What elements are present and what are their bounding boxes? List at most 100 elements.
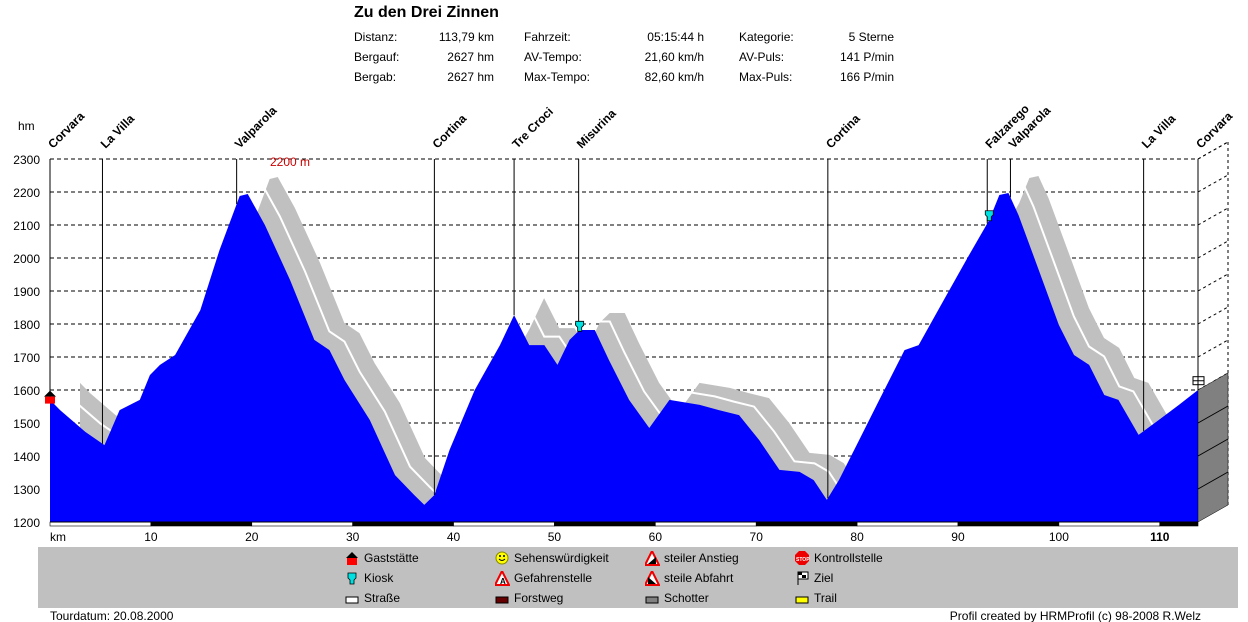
stat-label: Bergab: bbox=[354, 70, 397, 84]
x-tick-label: 40 bbox=[447, 530, 461, 544]
finish-flag-icon bbox=[1193, 376, 1204, 385]
side-face-grid-line bbox=[1197, 438, 1229, 457]
x-tick-label: 50 bbox=[548, 530, 562, 544]
legend-label: Kiosk bbox=[364, 571, 394, 585]
legend-label: Gaststätte bbox=[364, 551, 419, 565]
stat-label: Max-Puls: bbox=[739, 70, 793, 84]
stat-label: AV-Puls: bbox=[739, 50, 785, 64]
stat-value: 166 P/min bbox=[839, 70, 894, 84]
surface-segment bbox=[554, 521, 656, 527]
x-tick-label: 10 bbox=[144, 530, 158, 544]
waypoint-label: Corvara bbox=[1193, 109, 1235, 151]
stat-value: 21,60 km/h bbox=[644, 50, 704, 64]
waypoint-label: La Villa bbox=[1139, 111, 1179, 151]
stat-label: Bergauf: bbox=[354, 50, 400, 64]
surface-segment bbox=[1058, 521, 1161, 527]
waypoint-label: La Villa bbox=[98, 111, 138, 151]
x-tick-label: 80 bbox=[850, 530, 864, 544]
stat-label: AV-Tempo: bbox=[524, 50, 582, 64]
y-tick-label: 2300 bbox=[13, 153, 40, 167]
stat-value: 2627 hm bbox=[447, 50, 494, 64]
y-tick-label: 1700 bbox=[13, 351, 40, 365]
side-face-grid-line bbox=[1197, 471, 1229, 490]
legend-label: Kontrollstelle bbox=[814, 551, 883, 565]
y-tick-label: 2000 bbox=[13, 252, 40, 266]
stat-value: 5 Sterne bbox=[848, 30, 894, 44]
forest-road-icon bbox=[495, 596, 509, 604]
surface-segment bbox=[1159, 521, 1199, 527]
stat-label: Distanz: bbox=[354, 30, 398, 44]
house-icon bbox=[44, 390, 56, 397]
y-tick-label: 1800 bbox=[13, 318, 40, 332]
stat-label: Kategorie: bbox=[739, 30, 794, 44]
stat-label: Max-Tempo: bbox=[524, 70, 591, 84]
y-tick-label: 1600 bbox=[13, 384, 40, 398]
waypoint-label: Cortina bbox=[823, 111, 863, 151]
grid-depth-line bbox=[1197, 174, 1229, 193]
finish-flag-icon bbox=[797, 571, 809, 585]
waypoint-label: Corvara bbox=[45, 109, 87, 151]
steep-descent-icon bbox=[645, 571, 660, 586]
y-tick-label: 1500 bbox=[13, 417, 40, 431]
y-tick-label: 1300 bbox=[13, 483, 40, 497]
waypoint-label: Cortina bbox=[430, 111, 470, 151]
x-tick-label: 20 bbox=[245, 530, 259, 544]
surface-segment bbox=[755, 521, 858, 527]
stop-icon: STOP bbox=[795, 551, 810, 565]
grid-depth-line bbox=[1197, 273, 1229, 292]
stat-value: 05:15:44 h bbox=[647, 30, 704, 44]
legend-label: Forstweg bbox=[514, 591, 564, 605]
waypoint-label: Valparola bbox=[232, 103, 280, 151]
house-icon bbox=[45, 396, 55, 404]
x-tick-label: 110 bbox=[1150, 530, 1170, 544]
legend-label: Ziel bbox=[814, 571, 834, 585]
gravel-icon bbox=[645, 596, 659, 604]
stat-value: 82,60 km/h bbox=[644, 70, 704, 84]
x-tick-label: 60 bbox=[649, 530, 663, 544]
x-tick-label: 90 bbox=[951, 530, 965, 544]
y-tick-label: 1200 bbox=[13, 516, 40, 530]
kiosk-icon bbox=[575, 320, 585, 332]
grid-depth-line bbox=[1197, 207, 1229, 226]
svg-text:A: A bbox=[500, 577, 506, 586]
credit: Profil created by HRMProfil (c) 98-2008 … bbox=[949, 609, 1201, 622]
y-tick-label: 2200 bbox=[13, 186, 40, 200]
kiosk-icon bbox=[347, 572, 357, 585]
surface-segment bbox=[856, 521, 959, 527]
surface-segment bbox=[453, 521, 555, 527]
max-height-annotation: 2200 m bbox=[270, 155, 310, 169]
legend-label: Gefahrenstelle bbox=[514, 571, 593, 585]
surface-segment bbox=[352, 521, 454, 527]
road-icon bbox=[345, 596, 359, 604]
svg-text:STOP: STOP bbox=[796, 557, 810, 563]
y-tick-label: 2100 bbox=[13, 219, 40, 233]
stat-value: 141 P/min bbox=[839, 50, 894, 64]
surface-segment bbox=[655, 521, 757, 527]
y-tick-label: 1900 bbox=[13, 285, 40, 299]
y-tick-label: 1400 bbox=[13, 450, 40, 464]
x-axis-label: km bbox=[50, 530, 66, 544]
legend-label: Trail bbox=[814, 591, 837, 605]
side-face-grid-line bbox=[1197, 405, 1229, 424]
grid-depth-line bbox=[1197, 306, 1229, 325]
house-icon bbox=[346, 552, 358, 565]
steep-climb-icon bbox=[645, 551, 660, 566]
road-surface-line bbox=[64, 183, 1214, 498]
waypoint-label: Tre Croci bbox=[509, 104, 556, 151]
x-tick-label: 100 bbox=[1049, 530, 1069, 544]
warning-icon: A bbox=[495, 571, 510, 586]
stat-value: 2627 hm bbox=[447, 70, 494, 84]
smiley-icon bbox=[495, 551, 509, 565]
legend-label: Straße bbox=[364, 591, 401, 605]
y-axis-label: hm bbox=[18, 119, 35, 133]
waypoint-label: Misurina bbox=[574, 106, 619, 151]
x-tick-label: 30 bbox=[346, 530, 360, 544]
x-tick-label: 70 bbox=[750, 530, 764, 544]
grid-depth-line bbox=[1197, 339, 1229, 358]
legend: Gaststätte Kiosk Straße Sehenswürdigkeit A Ge… bbox=[38, 547, 1238, 608]
surface-segment bbox=[957, 521, 1060, 527]
surface-segment bbox=[49, 521, 152, 527]
grid-depth-line bbox=[1197, 240, 1229, 259]
tour-title: Zu den Drei Zinnen bbox=[354, 4, 499, 21]
stat-label: Fahrzeit: bbox=[524, 30, 571, 44]
